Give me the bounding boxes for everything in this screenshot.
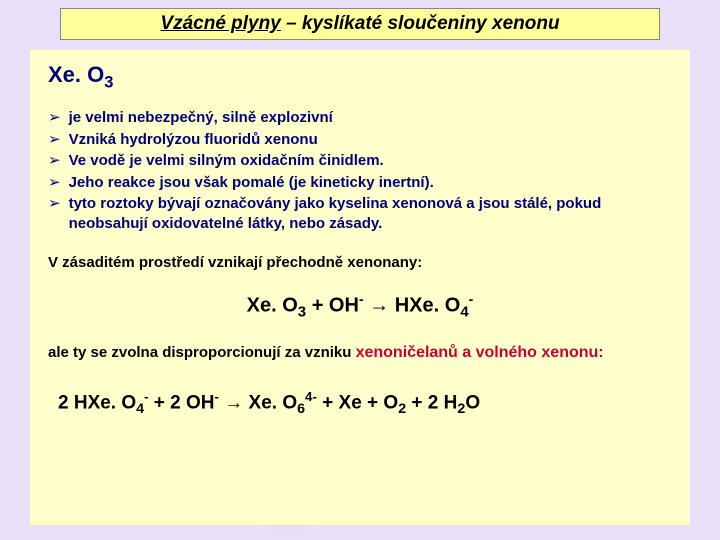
eq2-part: Xe. O xyxy=(249,393,298,414)
eq1-sub: 3 xyxy=(298,304,306,321)
paragraph-2: ale ty se zvolna disproporcionují za vzn… xyxy=(48,343,672,364)
heading-pre: Xe. O xyxy=(48,62,104,87)
bullet-text: Jeho reakce jsou však pomalé (je kinetic… xyxy=(69,173,672,193)
heading-sub: 3 xyxy=(104,73,113,91)
eq2-part: + 2 OH xyxy=(149,393,215,414)
paragraph-1: V zásaditém prostředí vznikají přechodně… xyxy=(48,253,672,273)
eq1-part: HXe. O xyxy=(395,295,461,317)
bullet-text: Ve vodě je velmi silným oxidačním činidl… xyxy=(69,151,672,171)
eq2-part: O xyxy=(465,393,480,414)
eq2-part: + 2 H xyxy=(406,393,457,414)
bullet-icon: ➢ xyxy=(48,108,61,128)
title-rest: – kyslíkaté sloučeniny xenonu xyxy=(281,13,560,34)
page-title: Vzácné plyny – kyslíkaté sloučeniny xeno… xyxy=(160,13,559,34)
content-box: Xe. O3 ➢ je velmi nebezpečný, silně expl… xyxy=(30,50,690,525)
bullet-text: je velmi nebezpečný, silně explozivní xyxy=(69,108,672,128)
list-item: ➢ Vzniká hydrolýzou fluoridů xenonu xyxy=(48,130,672,150)
bullet-icon: ➢ xyxy=(48,151,61,171)
eq2-sub: 4 xyxy=(136,401,144,417)
title-underlined: Vzácné plyny xyxy=(160,13,280,34)
eq2-sub: 2 xyxy=(398,401,406,417)
compound-heading: Xe. O3 xyxy=(48,62,672,92)
bullet-icon: ➢ xyxy=(48,194,61,214)
bullet-list: ➢ je velmi nebezpečný, silně explozivní … xyxy=(48,108,672,233)
eq2-sup: 4- xyxy=(305,389,317,404)
list-item: ➢ Ve vodě je velmi silným oxidačním čini… xyxy=(48,151,672,171)
bullet-icon: ➢ xyxy=(48,130,61,150)
eq1-part: Xe. O xyxy=(247,295,298,317)
list-item: ➢ Jeho reakce jsou však pomalé (je kinet… xyxy=(48,173,672,193)
list-item: ➢ tyto roztoky bývají označovány jako ky… xyxy=(48,194,672,233)
para2-a: ale ty se zvolna disproporcionují za vzn… xyxy=(48,344,356,361)
equation-1: Xe. O3 + OH- → HXe. O4- xyxy=(48,291,672,321)
eq1-part: + OH xyxy=(306,295,359,317)
equation-2: 2 HXe. O4- + 2 OH- → Xe. O64- + Xe + O2 … xyxy=(48,389,672,417)
list-item: ➢ je velmi nebezpečný, silně explozivní xyxy=(48,108,672,128)
eq1-sup: - xyxy=(469,291,474,307)
eq1-sub: 4 xyxy=(460,304,468,321)
eq1-arrow: → xyxy=(364,295,395,317)
bullet-text: tyto roztoky bývají označovány jako kyse… xyxy=(69,194,672,233)
bullet-text: Vzniká hydrolýzou fluoridů xenonu xyxy=(69,130,672,150)
eq2-sub: 6 xyxy=(297,401,305,417)
para2-highlight: xenoničelanů a volného xenonu: xyxy=(356,344,604,361)
eq2-part: + Xe + O xyxy=(317,393,398,414)
title-box: Vzácné plyny – kyslíkaté sloučeniny xeno… xyxy=(60,8,660,40)
bullet-icon: ➢ xyxy=(48,173,61,193)
eq2-part: 2 HXe. O xyxy=(58,393,136,414)
eq2-arrow: → xyxy=(219,393,249,414)
